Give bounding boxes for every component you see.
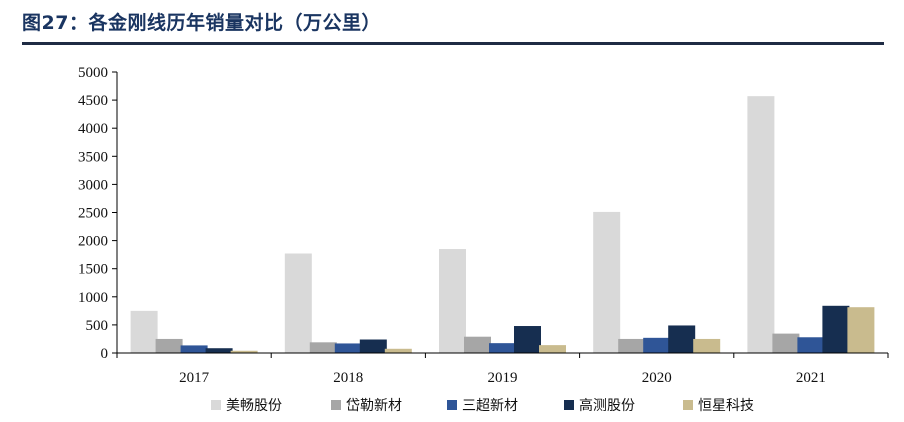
bar-2020-2 xyxy=(643,337,671,353)
y-axis-ticks: 0 500 1000 1500 2000 2500 3000 3500 4000 4500 5000 xyxy=(78,65,117,362)
legend-swatch-3 xyxy=(564,400,574,410)
chart-title: 图27：各金刚线历年销量对比（万公里） xyxy=(22,12,381,34)
bar-2019-3 xyxy=(514,326,541,353)
y-tick-label: 1000 xyxy=(78,290,108,306)
y-tick-label: 5000 xyxy=(78,65,108,81)
bar-2018-4 xyxy=(384,348,412,353)
bar-2020-3 xyxy=(668,325,696,353)
y-tick-label: 2000 xyxy=(78,234,108,250)
bars xyxy=(130,96,875,353)
legend-swatch-0 xyxy=(211,400,221,410)
y-tick-label: 2500 xyxy=(78,206,108,222)
bar-2019-1 xyxy=(464,336,491,353)
x-tick-label: 2019 xyxy=(488,370,518,386)
x-tick-label: 2018 xyxy=(333,370,363,386)
y-tick-label: 4500 xyxy=(78,93,108,109)
axes xyxy=(116,72,889,358)
y-tick-label: 0 xyxy=(101,346,109,362)
y-tick-label: 1500 xyxy=(78,262,108,278)
bar-2020-4 xyxy=(693,338,721,353)
legend-label-2: 三超新材 xyxy=(462,398,518,414)
bar-2019-0 xyxy=(439,249,466,353)
y-tick-label: 3000 xyxy=(78,177,108,193)
y-tick-label: 500 xyxy=(86,318,109,334)
x-tick-label: 2021 xyxy=(796,370,826,386)
bar-2018-2 xyxy=(334,343,362,353)
y-tick-label: 4000 xyxy=(78,121,108,137)
title-divider xyxy=(22,42,884,45)
x-tick-label: 2020 xyxy=(642,370,672,386)
bar-2020-0 xyxy=(593,211,621,353)
bar-2017-1 xyxy=(155,338,183,353)
x-tick-label: 2017 xyxy=(179,370,210,386)
legend-label-4: 恒星科技 xyxy=(698,398,754,414)
y-tick-label: 3500 xyxy=(78,149,108,165)
legend: 美畅股份 岱勒新材 三超新材 高测股份 恒星科技 xyxy=(211,397,754,414)
bar-2018-3 xyxy=(359,339,387,353)
legend-swatch-2 xyxy=(447,400,457,410)
bar-2019-2 xyxy=(489,343,516,353)
bar-2017-3 xyxy=(205,348,233,353)
legend-label-1: 岱勒新材 xyxy=(346,398,402,414)
bar-2018-1 xyxy=(309,342,337,353)
legend-label-0: 美畅股份 xyxy=(226,398,282,414)
x-axis-labels: 2017 2018 2019 2020 2021 xyxy=(179,370,826,386)
bar-2017-2 xyxy=(180,345,208,353)
legend-swatch-4 xyxy=(683,400,693,410)
bar-2019-4 xyxy=(539,345,566,353)
bar-2017-4 xyxy=(230,350,258,353)
bar-2021-1 xyxy=(772,333,800,353)
bar-2017-0 xyxy=(130,310,158,353)
bar-2021-3 xyxy=(822,305,850,353)
bar-2021-4 xyxy=(847,307,875,353)
bar-2021-0 xyxy=(747,96,775,353)
legend-label-3: 高测股份 xyxy=(579,397,635,414)
bar-2018-0 xyxy=(284,253,312,353)
bar-2020-1 xyxy=(618,338,646,353)
bar-2021-2 xyxy=(797,337,825,353)
legend-swatch-1 xyxy=(331,400,341,410)
